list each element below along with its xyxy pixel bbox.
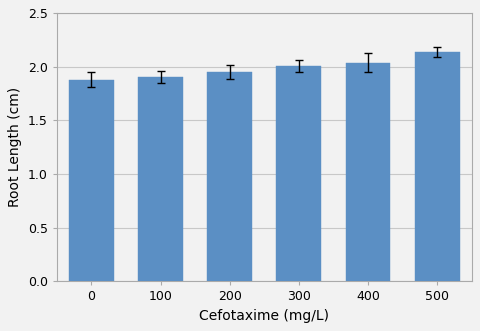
Bar <box>69 80 114 281</box>
Bar <box>207 72 252 281</box>
Y-axis label: Root Length (cm): Root Length (cm) <box>8 87 23 207</box>
X-axis label: Cefotaxime (mg/L): Cefotaxime (mg/L) <box>199 309 329 323</box>
Bar <box>138 77 183 281</box>
Bar <box>276 66 321 281</box>
Bar <box>346 63 390 281</box>
Bar <box>415 52 459 281</box>
